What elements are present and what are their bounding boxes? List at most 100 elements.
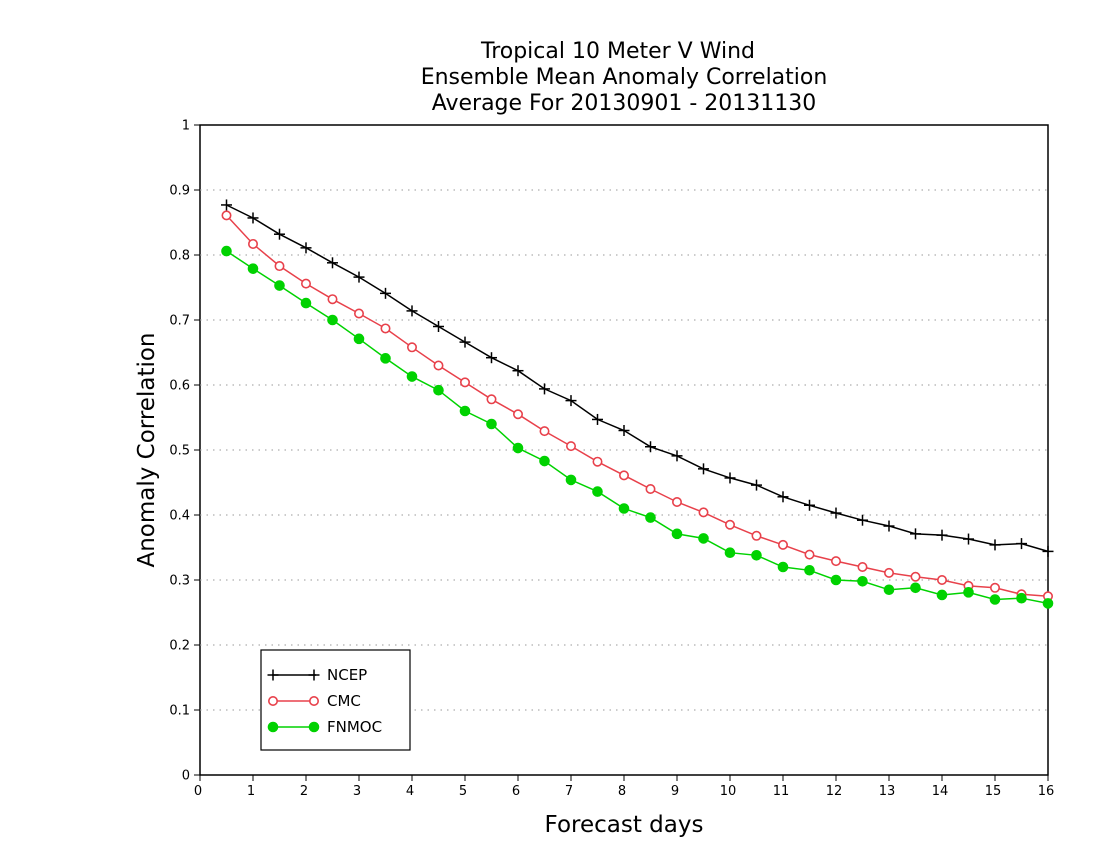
data-point-fnmoc [777,561,789,573]
data-point-ncep [963,533,974,545]
data-point-ncep [883,520,895,532]
data-point-fnmoc [221,245,232,257]
data-point-ncep [936,529,948,541]
data-point-ncep [221,199,232,211]
data-point-cmc [671,496,682,507]
data-point-cmc [565,441,576,452]
series-fnmoc [221,245,1054,609]
data-point-ncep [353,271,365,283]
x-tick-label: 8 [618,784,626,799]
data-point-fnmoc [592,486,603,497]
data-point-fnmoc [804,564,815,576]
x-tick-label: 3 [353,784,361,799]
data-point-ncep [1042,545,1054,557]
data-point-fnmoc [247,263,259,274]
legend-marker-ncep [308,669,320,681]
data-point-fnmoc [486,418,497,430]
x-axis-label: Forecast days [545,812,704,838]
data-point-fnmoc [353,333,365,345]
data-point-fnmoc [645,512,656,523]
data-point-ncep [751,479,762,491]
legend-box [260,649,411,751]
data-point-cmc [433,360,444,371]
x-tick-label: 14 [932,784,949,799]
data-point-ncep [486,352,497,364]
data-point-cmc [618,470,629,481]
data-point-ncep [910,528,921,540]
y-tick-label: 0.6 [169,379,190,394]
data-point-fnmoc [565,474,577,486]
data-point-ncep [433,321,444,332]
legend-marker-fnmoc [267,721,279,733]
data-point-fnmoc [989,594,1001,605]
data-point-cmc [724,519,735,530]
x-tick-label: 7 [565,784,573,799]
series-layer [221,199,1054,609]
data-point-fnmoc [883,584,895,596]
data-point-cmc [830,556,841,567]
series-cmc [221,210,1054,602]
x-tick-label: 11 [773,784,790,799]
data-point-cmc [857,561,868,572]
y-tick-label: 0.3 [169,574,190,589]
x-tick-label: 1 [247,784,255,799]
x-tick-label: 4 [406,784,414,799]
data-point-ncep [406,305,418,317]
legend-label-cmc: CMC [327,692,361,710]
data-point-cmc [883,567,894,578]
data-point-cmc [592,456,603,467]
chart-title-line-3: Average For 20130901 - 20131130 [432,91,817,116]
data-point-fnmoc [327,314,338,326]
data-point-fnmoc [1016,592,1027,604]
legend-items [267,669,320,733]
y-tick-label: 0.7 [169,314,190,329]
x-tick-label: 10 [720,784,737,799]
data-point-fnmoc [512,442,524,454]
x-tick-label: 16 [1038,784,1055,799]
data-point-fnmoc [300,297,312,309]
data-point-ncep [618,425,630,436]
data-point-fnmoc [698,533,709,544]
data-point-ncep [857,514,868,526]
y-axis-label: Anomaly Correlation [134,332,160,567]
y-tick-label: 0.8 [169,249,190,264]
data-point-fnmoc [857,576,868,587]
legend-marker-cmc [308,695,319,706]
data-point-fnmoc [751,550,762,561]
y-tick-label: 0.5 [169,444,190,459]
data-point-fnmoc [618,503,630,514]
x-tick-label: 0 [194,784,202,799]
data-point-cmc [645,483,656,494]
data-point-ncep [459,336,471,348]
data-point-ncep [300,242,312,254]
data-point-cmc [777,539,788,550]
data-point-cmc [248,238,259,249]
legend-marker-cmc [267,695,278,706]
data-point-fnmoc [671,528,683,540]
data-point-cmc [274,261,285,272]
series-ncep [221,199,1054,557]
data-point-ncep [645,441,656,453]
data-point-cmc [380,323,391,334]
x-tick-label: 9 [671,784,679,799]
data-point-cmc [300,278,311,289]
data-point-fnmoc [830,574,842,586]
data-point-ncep [380,287,391,299]
data-point-ncep [247,212,259,224]
data-point-cmc [406,342,417,353]
data-point-ncep [327,257,338,269]
data-point-fnmoc [406,371,418,382]
data-point-fnmoc [459,405,471,417]
data-point-ncep [724,472,736,484]
data-point-fnmoc [539,455,550,467]
x-tick-label: 13 [879,784,896,799]
data-point-fnmoc [724,547,736,559]
legend-label-ncep: NCEP [327,666,367,684]
data-point-cmc [804,549,815,560]
legend-marker-ncep [267,669,279,681]
chart-title-line-2: Ensemble Mean Anomaly Correlation [421,65,828,90]
x-tick-label: 6 [512,784,520,799]
data-point-cmc [698,507,709,518]
x-tick-label: 12 [826,784,843,799]
